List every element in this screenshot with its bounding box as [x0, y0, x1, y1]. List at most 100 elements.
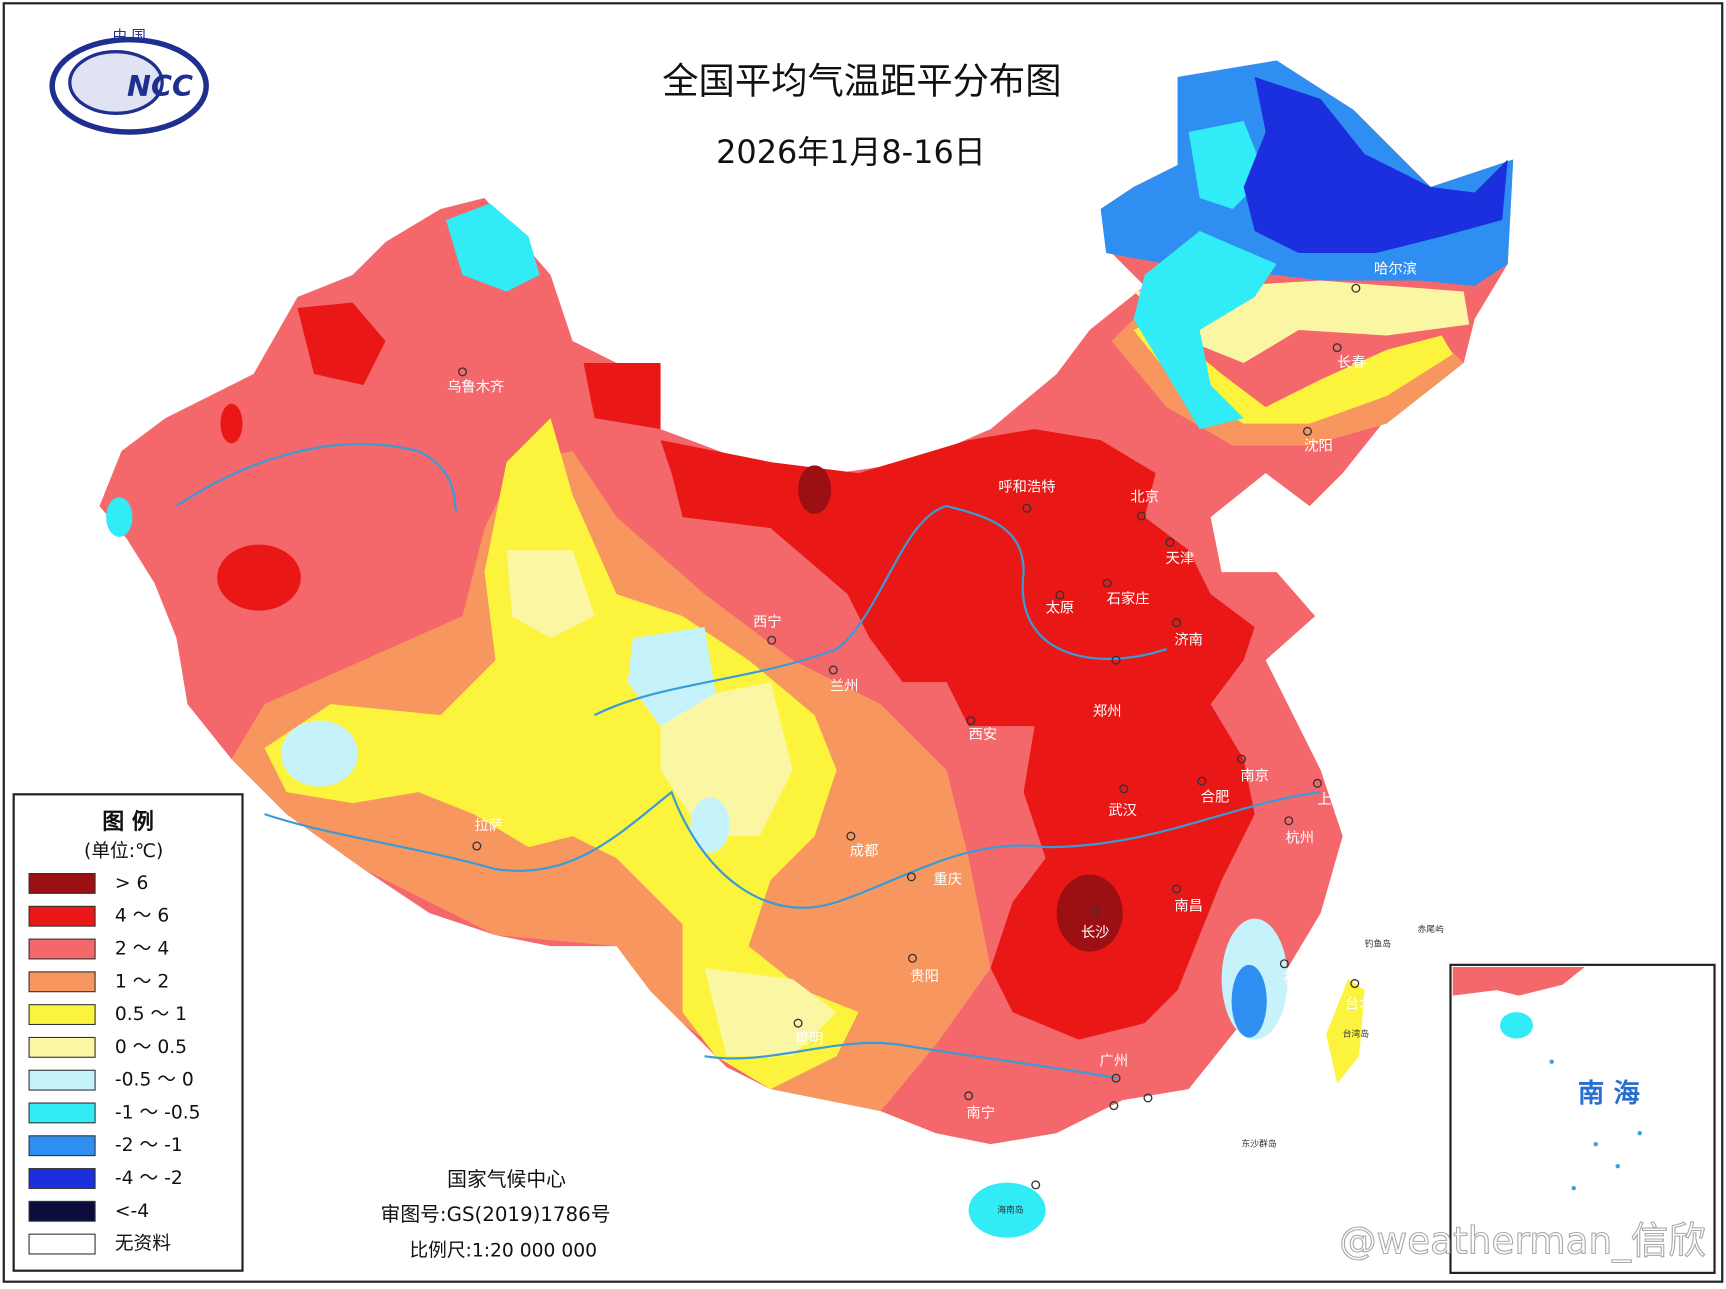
city-marker: [1111, 655, 1121, 665]
city-label: 哈尔滨: [1374, 261, 1417, 278]
city-marker: [1031, 1180, 1041, 1190]
subtitle: 2026年1月8-16日: [716, 133, 986, 171]
city-marker: [1119, 784, 1129, 794]
legend-swatch: [28, 1069, 96, 1091]
city-label: 澳门: [1095, 1112, 1124, 1129]
city-label: 兰州: [830, 678, 859, 695]
city-marker: [1197, 776, 1207, 786]
anomaly-area: [1452, 967, 1585, 996]
anomaly-area: [297, 302, 386, 386]
watermark: @weatherman_信欣: [1339, 1219, 1705, 1263]
legend-swatch: [28, 905, 96, 927]
city-label: 南宁: [966, 1104, 995, 1121]
city-marker: [1022, 503, 1032, 513]
city-marker: [1284, 816, 1294, 826]
anomaly-area: [1243, 77, 1508, 254]
city-label: 福州: [1283, 970, 1312, 987]
city-label: 郑州: [1093, 703, 1122, 720]
city-marker: [1136, 511, 1146, 521]
city-label: 香港: [1159, 1100, 1188, 1117]
city-marker: [906, 872, 916, 882]
city-label: 济南: [1174, 631, 1203, 648]
island-label: 台湾岛: [1343, 1028, 1370, 1040]
city-label: 乌鲁木齐: [447, 378, 504, 395]
anomaly-area: [506, 550, 595, 639]
city-marker: [846, 831, 856, 841]
city-marker: [1172, 884, 1182, 894]
legend-label: 0.5 ～ 1: [115, 1004, 187, 1025]
footer-scale: 比例尺:1:20 000 000: [409, 1240, 597, 1261]
logo-name: NCC: [127, 69, 193, 103]
city-marker: [966, 716, 976, 726]
city-marker: [1350, 979, 1360, 989]
anomaly-area: [1056, 874, 1123, 952]
city-label: 广州: [1100, 1053, 1129, 1070]
footer-org: 国家气候中心: [447, 1168, 566, 1191]
island-label: 赤尾屿: [1417, 924, 1444, 935]
legend-label: 2 ～ 4: [115, 939, 169, 960]
city-marker: [767, 635, 777, 645]
city-label: 太原: [1046, 599, 1075, 616]
city-label: 南京: [1240, 768, 1269, 785]
legend-swatch: [28, 1200, 96, 1222]
city-label: 台北: [1345, 995, 1374, 1012]
anomaly-area: [690, 797, 730, 853]
logo: 中 国 NCC: [49, 27, 209, 135]
anomaly-area: [446, 203, 540, 292]
city-label: 长春: [1337, 354, 1366, 371]
island-label: 东沙群岛: [1241, 1138, 1276, 1150]
city-marker: [1143, 1093, 1153, 1103]
anomaly-area: [1231, 964, 1267, 1038]
legend: 图 例 (单位:℃) > 6 4 ～ 6 2 ～ 4 1 ～ 2 0.5 ～ 1 0 ～ …: [12, 793, 244, 1272]
city-label: 长沙: [1081, 924, 1110, 941]
island-labels: 台湾岛 海南岛 东沙群岛 钓鱼岛 赤尾屿: [997, 924, 1444, 1216]
city-marker: [1102, 578, 1112, 588]
city-marker: [1332, 343, 1342, 353]
city-label: 石家庄: [1107, 590, 1150, 608]
legend-label: -1 ～ -0.5: [115, 1102, 201, 1123]
city-label: 重庆: [933, 871, 962, 888]
anomaly-area: [798, 465, 832, 514]
anomaly-area: [704, 968, 837, 1057]
city-marker: [1055, 590, 1065, 600]
city-label: 天津: [1166, 550, 1195, 567]
legend-label: 4 ～ 6: [115, 906, 169, 927]
city-marker: [793, 1018, 803, 1028]
city-label: 西宁: [753, 614, 782, 631]
anomaly-area: [660, 682, 793, 837]
island-label: 钓鱼岛: [1365, 937, 1392, 949]
city-marker: [1172, 618, 1182, 628]
city-label: 杭州: [1285, 829, 1314, 846]
footer-approval: 审图号:GS(2019)1786号: [381, 1203, 611, 1226]
city-label: 武汉: [1108, 802, 1137, 819]
legend-swatch: [28, 1135, 96, 1157]
island-label: 海南岛: [997, 1204, 1024, 1216]
city-marker: [1109, 1101, 1119, 1111]
anomaly-area: [583, 363, 661, 430]
city-label: 海口: [1053, 1180, 1082, 1197]
legend-swatch: [28, 938, 96, 960]
legend-label: -2 ～ -1: [115, 1135, 183, 1156]
legend-label: > 6: [115, 873, 149, 894]
legend-label: 1 ～ 2: [115, 971, 169, 992]
legend-swatch: [28, 872, 96, 894]
anomaly-area: [220, 403, 243, 444]
city-label: 北京: [1130, 488, 1159, 505]
city-marker: [1302, 426, 1312, 436]
rivers: [175, 443, 1321, 1080]
anomaly-area: [1133, 231, 1277, 430]
city-marker: [907, 953, 918, 963]
city-label: 合肥: [1201, 789, 1230, 806]
legend-title: 图 例: [102, 810, 154, 835]
city-label: 昆明: [795, 1032, 824, 1048]
city-marker: [964, 1091, 974, 1101]
city-marker: [1111, 1073, 1121, 1083]
city-marker: [1279, 959, 1289, 969]
legend-swatch: [28, 971, 96, 993]
legend-swatch: [28, 1004, 96, 1026]
anomaly-areas: [99, 60, 1514, 1238]
logo-top: 中 国: [113, 27, 146, 44]
title: 全国平均气温距平分布图: [662, 60, 1061, 103]
